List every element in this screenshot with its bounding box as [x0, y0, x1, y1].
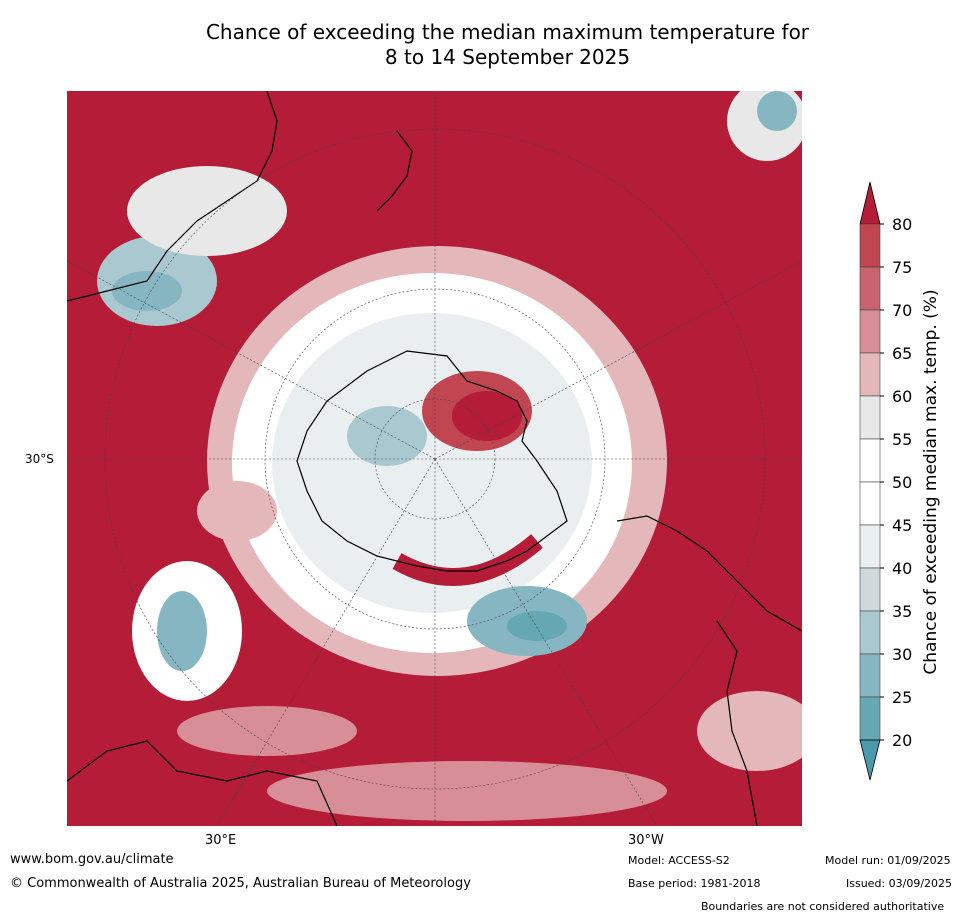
probability-map — [67, 91, 802, 826]
longitude-label-30e: 30°E — [205, 833, 237, 848]
model-run-date: Model run: 01/09/2025 — [825, 854, 951, 867]
cool-patch-east-antarctica — [347, 406, 427, 466]
warm-arc — [392, 534, 543, 586]
colorbar-extend-min — [859, 739, 881, 781]
website-link[interactable]: www.bom.gov.au/climate — [10, 852, 174, 867]
colorbar-tick-label: 50 — [892, 473, 912, 492]
colorbar-swatch — [859, 610, 881, 655]
colorbar-swatch — [859, 309, 881, 354]
colorbar-tick-label: 65 — [892, 344, 912, 363]
title-line-2: 8 to 14 September 2025 — [384, 45, 631, 69]
colorbar-extend-max — [859, 181, 881, 225]
base-period: Base period: 1981-2018 — [628, 877, 761, 890]
colorbar-swatch — [859, 266, 881, 311]
colorbar-tick-label: 70 — [892, 301, 912, 320]
model-name: Model: ACCESS-S2 — [628, 854, 730, 867]
colorbar: 80 75 70 65 60 55 50 45 40 35 30 25 20 — [859, 181, 912, 781]
copyright-text: © Commonwealth of Australia 2025, Austra… — [10, 876, 471, 891]
graticule-meridian — [434, 458, 658, 826]
colorbar-swatch — [859, 524, 881, 569]
colorbar-tick-label: 25 — [892, 688, 912, 707]
colorbar-swatch — [859, 696, 881, 741]
colorbar-tick-label: 60 — [892, 387, 912, 406]
colorbar-swatch — [859, 481, 881, 526]
antarctica-coastline — [296, 350, 568, 572]
pink-south-america — [697, 691, 802, 771]
colorbar-tick-label: 35 — [892, 602, 912, 621]
colorbar-tick-label: 20 — [892, 731, 912, 750]
colorbar-tick-label: 75 — [892, 258, 912, 277]
colorbar-swatch — [859, 352, 881, 397]
issued-date: Issued: 03/09/2025 — [846, 877, 953, 890]
colorbar-tick-label: 40 — [892, 559, 912, 578]
colorbar-swatch — [859, 653, 881, 698]
colorbar-swatch — [859, 395, 881, 440]
neutral-australia — [127, 166, 287, 256]
colorbar-tick-label: 55 — [892, 430, 912, 449]
colorbar-swatch — [859, 223, 881, 268]
colorbar-swatch — [859, 567, 881, 612]
map-title: Chance of exceeding the median maximum t… — [0, 20, 965, 70]
africa-coastline — [67, 740, 338, 826]
boundaries-disclaimer: Boundaries are not considered authoritat… — [701, 900, 945, 913]
graticule-meridian — [434, 260, 802, 460]
colorbar-tick-label: 45 — [892, 516, 912, 535]
australia-coastline — [67, 91, 278, 302]
latitude-label-30s: 30°S — [25, 452, 54, 466]
graticule-meridian — [216, 458, 436, 826]
colorbar-tick-label: 80 — [892, 215, 912, 234]
new-zealand-coastline — [376, 130, 413, 212]
colorbar-title: Chance of exceeding median max. temp. (%… — [921, 289, 941, 675]
graticule-meridian — [67, 260, 436, 460]
map-canvas — [67, 91, 802, 826]
south-america-coastline — [616, 515, 802, 632]
colorbar-swatch — [859, 438, 881, 483]
title-line-1: Chance of exceeding the median maximum t… — [205, 20, 810, 44]
colorbar-tick-label: 30 — [892, 645, 912, 664]
longitude-label-30w: 30°W — [628, 833, 664, 848]
